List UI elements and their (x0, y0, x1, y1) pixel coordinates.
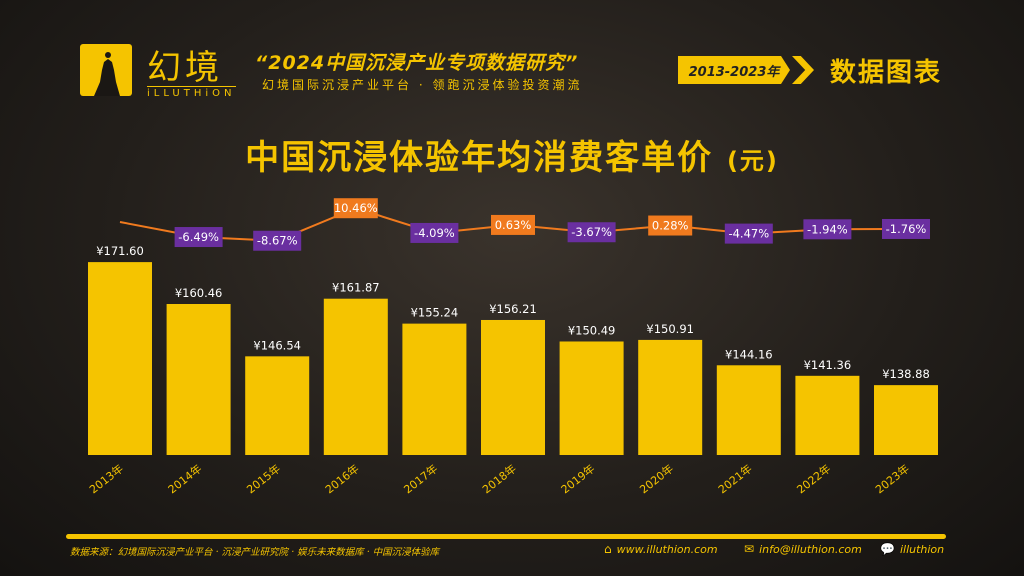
bar (874, 385, 938, 455)
logo-icon (80, 44, 132, 96)
bar-value-label: ¥150.91 (646, 322, 694, 336)
growth-badge (410, 222, 459, 243)
x-tick-label: 2014年 (165, 461, 204, 496)
bar (638, 339, 703, 455)
chart-title-text: 中国沉浸体验年均消费客单价 (245, 138, 714, 178)
growth-badge (253, 230, 302, 251)
bar (481, 319, 545, 455)
x-tick-label: 2020年 (637, 461, 676, 496)
x-tick-label: 2018年 (479, 461, 518, 496)
bar-value-label: ¥144.16 (725, 347, 773, 361)
report-title: “2024中国沉浸产业专项数据研究” (255, 52, 579, 74)
growth-label: -4.47% (728, 227, 769, 241)
bar (245, 356, 310, 455)
x-tick-label: 2016年 (322, 461, 361, 496)
chart-title: 中国沉浸体验年均消费客单价 (元) (0, 130, 1024, 179)
website-text: www.illuthion.com (616, 542, 718, 556)
mail-icon: ✉ (744, 542, 755, 556)
x-tick-label: 2013年 (86, 461, 125, 496)
bar (323, 298, 388, 455)
growth-label: -3.67% (571, 225, 612, 239)
wechat-link[interactable]: 💬 illuthion (880, 542, 944, 556)
growth-badge (174, 227, 223, 248)
x-tick-label: 2019年 (558, 461, 597, 496)
x-tick-label: 2017年 (401, 461, 440, 496)
website-link[interactable]: ⌂ www.illuthion.com (604, 542, 718, 556)
bar-value-label: ¥146.54 (253, 338, 301, 352)
bar-value-label: ¥160.46 (175, 286, 223, 300)
growth-badge (648, 215, 693, 236)
home-icon: ⌂ (604, 542, 612, 556)
growth-label: -1.94% (807, 222, 848, 236)
growth-label: -1.76% (886, 222, 927, 236)
email-link[interactable]: ✉ info@illuthion.com (744, 542, 862, 556)
brand-name: 幻境 (147, 48, 223, 88)
bar-value-label: ¥141.36 (804, 358, 852, 372)
tagline: 幻境国际沉浸产业平台 · 领跑沉浸体验投资潮流 (262, 78, 583, 92)
x-tick-label: 2021年 (715, 461, 754, 496)
bar (795, 375, 860, 455)
growth-label: 0.28% (652, 219, 689, 233)
growth-badge (567, 222, 616, 243)
wechat-text: illuthion (899, 542, 945, 556)
growth-badge (724, 223, 773, 244)
bar (166, 303, 231, 455)
growth-label: -4.09% (414, 226, 455, 240)
email-text: info@illuthion.com (759, 542, 862, 556)
growth-label: -8.67% (257, 234, 298, 248)
bar (559, 341, 624, 455)
bar-value-label: ¥155.24 (411, 306, 459, 320)
bar (88, 262, 152, 455)
bar (716, 365, 781, 455)
growth-badge (882, 218, 930, 239)
bar (402, 323, 467, 455)
chart-unit: (元) (726, 147, 779, 175)
x-tick-label: 2015年 (244, 461, 283, 496)
x-tick-label: 2022年 (794, 461, 833, 496)
brand-name-en: iLLUTHiON (147, 86, 236, 99)
section-label: 数据图表 (830, 58, 943, 88)
data-source: 数据来源：幻境国际沉浸产业平台 · 沉浸产业研究院 · 娱乐未来数据库 · 中国… (70, 547, 440, 558)
footer-divider (66, 534, 946, 539)
wechat-icon: 💬 (880, 542, 895, 556)
growth-badge (491, 214, 535, 235)
bar-value-label: ¥161.87 (332, 281, 380, 295)
x-tick-label: 2023年 (872, 461, 911, 496)
bar-value-label: ¥138.88 (882, 367, 930, 381)
bar-value-label: ¥156.21 (489, 302, 537, 316)
growth-badge (333, 198, 378, 219)
growth-badge (803, 219, 852, 240)
growth-label: 10.46% (334, 201, 378, 215)
bar-value-label: ¥150.49 (568, 323, 616, 337)
growth-label: -6.49% (178, 230, 219, 244)
year-range-badge: 2013-2023年 (678, 56, 790, 84)
bar-value-label: ¥171.60 (96, 244, 144, 258)
growth-label: 0.63% (495, 218, 532, 232)
